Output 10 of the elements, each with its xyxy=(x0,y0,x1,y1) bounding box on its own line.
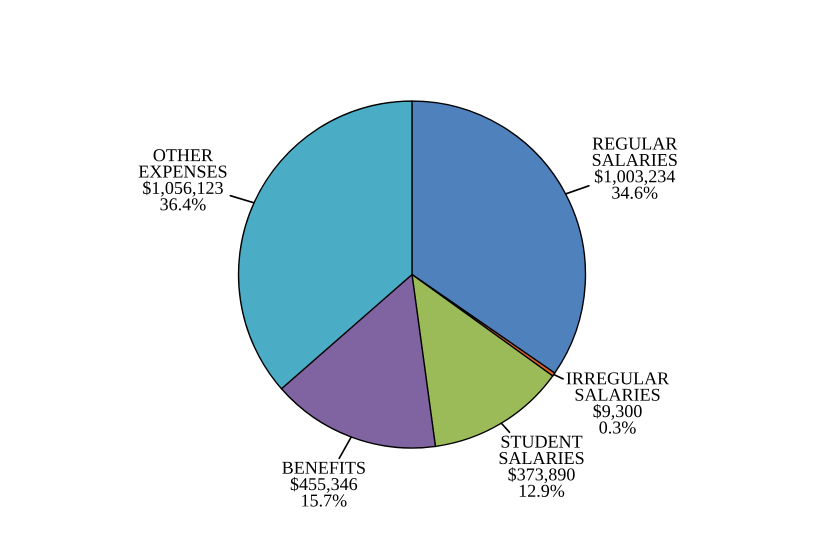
slice-label: OTHER EXPENSES xyxy=(138,149,226,178)
data-label: $1,003,234 34.6% xyxy=(594,169,676,199)
data-label: $1,056,123 36.4% xyxy=(143,180,223,210)
data-label: $373,890 12.9% xyxy=(508,467,575,497)
slice-label: BENEFITS xyxy=(282,462,365,474)
slice-label: IRREGULAR SALARIES xyxy=(566,372,670,401)
slice-label: REGULAR SALARIES xyxy=(592,138,678,166)
data-label: $455,346 15.7% xyxy=(290,476,358,507)
data-label: $9,300 0.3% xyxy=(593,404,642,434)
slice-label: STUDENT SALARIES xyxy=(500,436,584,464)
